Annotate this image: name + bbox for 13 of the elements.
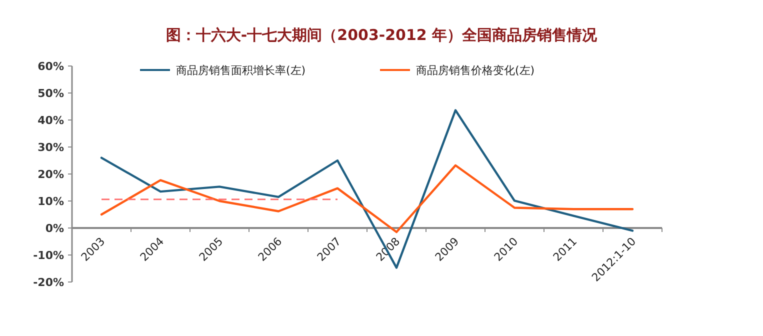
line-series bbox=[100, 164, 634, 234]
chart-title: 图：十六大-十七大期间（2003-2012 年）全国商品房销售情况 bbox=[166, 26, 598, 44]
y-tick-label: 50% bbox=[38, 87, 64, 100]
legend-label: 商品房销售面积增长率(左) bbox=[176, 64, 306, 77]
legend-label: 商品房销售价格变化(左) bbox=[416, 64, 535, 77]
y-tick-label: 0% bbox=[45, 222, 64, 235]
y-tick-label: 20% bbox=[38, 168, 64, 181]
y-tick-label: 10% bbox=[38, 195, 64, 208]
y-tick-label: 30% bbox=[38, 141, 64, 154]
y-tick-label: 40% bbox=[38, 114, 64, 127]
y-tick-label: 60% bbox=[38, 60, 64, 73]
y-tick-label: -20% bbox=[33, 276, 64, 289]
y-tick-label: -10% bbox=[33, 249, 64, 262]
